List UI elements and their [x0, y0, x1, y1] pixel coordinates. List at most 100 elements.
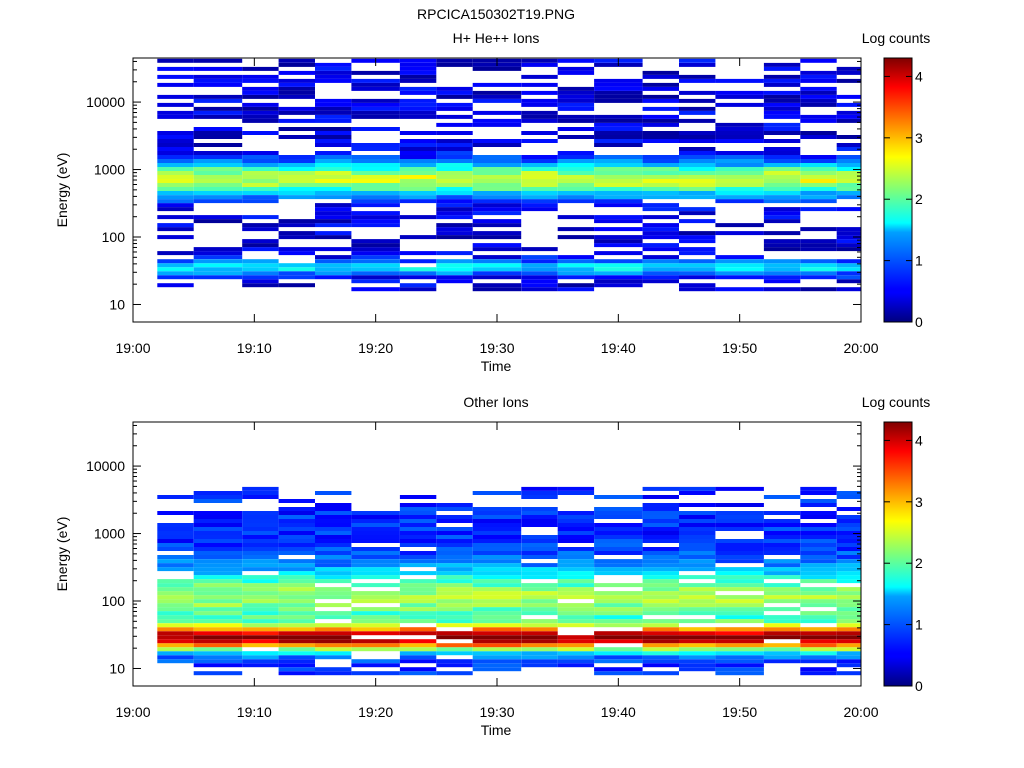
heatmap-cell: [278, 531, 315, 535]
heatmap-cell: [836, 595, 861, 600]
heatmap-cell: [351, 611, 400, 616]
heatmap-cell: [472, 559, 522, 564]
heatmap-cell: [642, 587, 679, 592]
heatmap-cell: [800, 171, 837, 175]
heatmap-cell: [642, 118, 679, 123]
heatmap-cell: [242, 535, 279, 539]
heatmap-cell: [800, 639, 837, 644]
heatmap-cell: [399, 114, 437, 119]
heatmap-cell: [315, 627, 352, 632]
heatmap-cell: [642, 599, 679, 604]
heatmap-cell: [800, 131, 837, 135]
heatmap-cell: [763, 547, 801, 551]
heatmap-cell: [521, 195, 558, 200]
heatmap-cell: [315, 275, 352, 280]
heatmap-cell: [715, 131, 764, 135]
heatmap-cell: [594, 195, 643, 200]
heatmap-cell: [242, 223, 279, 228]
heatmap-cell: [351, 619, 400, 624]
heatmap-cell: [763, 551, 801, 555]
heatmap-cell: [278, 275, 315, 280]
heatmap-cell: [642, 203, 679, 208]
heatmap-cell: [679, 239, 716, 244]
heatmap-cell: [472, 511, 522, 515]
heatmap-cell: [557, 619, 595, 624]
heatmap-cell: [521, 139, 558, 143]
heatmap-cell: [800, 643, 837, 648]
heatmap-cell: [594, 623, 643, 628]
heatmap-cell: [557, 118, 595, 123]
heatmap-cell: [521, 587, 558, 592]
heatmap-cell: [642, 215, 679, 220]
heatmap-cell: [472, 583, 522, 588]
heatmap-cell: [642, 579, 679, 584]
heatmap-cell: [278, 271, 315, 276]
ticks: 19:00 19:10 19:20 19:30 19:40 19:50 20:00 10 100…: [86, 58, 879, 356]
heatmap-cell: [836, 207, 861, 212]
heatmap-cell: [157, 82, 194, 87]
heatmap-cell: [642, 247, 679, 252]
heatmap-cell: [800, 503, 837, 507]
heatmap-cell: [157, 167, 194, 171]
heatmap-cell: [436, 223, 473, 228]
heatmap-cell: [242, 86, 279, 91]
heatmap-cell: [594, 263, 643, 268]
heatmap-cell: [642, 603, 679, 608]
heatmap-cell: [436, 587, 473, 592]
heatmap-cell: [436, 543, 473, 547]
heatmap-cell: [472, 667, 522, 672]
heatmap-cell: [763, 527, 801, 531]
heatmap-cell: [242, 619, 279, 624]
heatmap-cell: [800, 591, 837, 596]
heatmap-cell: [594, 283, 643, 288]
heatmap-cell: [594, 659, 643, 664]
heatmap-cell: [715, 94, 764, 99]
heatmap-cell: [278, 575, 315, 580]
heatmap-cell: [594, 571, 643, 576]
heatmap-cell: [642, 551, 679, 555]
heatmap-cell: [594, 671, 643, 676]
heatmap-cell: [836, 102, 861, 107]
heatmap-cell: [521, 511, 558, 515]
heatmap-cell: [351, 511, 400, 515]
heatmap-cell: [763, 94, 801, 99]
heatmap-cell: [800, 531, 837, 535]
heatmap-cell: [315, 215, 352, 220]
heatmap-cell: [521, 255, 558, 260]
x-tick-label: 20:00: [843, 340, 878, 356]
heatmap-cell: [278, 86, 315, 91]
heatmap-cell: [193, 647, 243, 652]
heatmap-cell: [351, 167, 400, 171]
heatmap-cell: [642, 611, 679, 616]
heatmap-cell: [521, 547, 558, 551]
heatmap-cell: [157, 579, 194, 584]
heatmap-cell: [157, 143, 194, 147]
heatmap-cell: [594, 539, 643, 543]
heatmap-cell: [193, 267, 243, 272]
heatmap-cell: [715, 615, 764, 620]
heatmap-cell: [278, 70, 315, 75]
heatmap-cell: [157, 207, 194, 212]
heatmap-cell: [521, 283, 558, 288]
heatmap-cell: [157, 227, 194, 232]
heatmap-cell: [521, 102, 558, 107]
heatmap-cell: [594, 267, 643, 272]
heatmap-cell: [278, 595, 315, 600]
heatmap-cell: [763, 102, 801, 107]
heatmap-cell: [472, 139, 522, 143]
heatmap-cell: [521, 591, 558, 596]
heatmap-cell: [679, 491, 716, 495]
heatmap-cell: [800, 94, 837, 99]
y-tick-label: 1000: [94, 162, 125, 178]
heatmap-cell: [800, 239, 837, 244]
heatmap-cell: [278, 591, 315, 596]
heatmap-cell: [521, 90, 558, 95]
heatmap-cell: [557, 179, 595, 183]
heatmap-cell: [157, 647, 194, 652]
heatmap-cell: [193, 251, 243, 256]
heatmap-cell: [557, 70, 595, 75]
heatmap-cell: [679, 275, 716, 280]
heatmap-cell: [521, 267, 558, 272]
heatmap-cell: [557, 555, 595, 559]
heatmap-cell: [351, 127, 400, 131]
